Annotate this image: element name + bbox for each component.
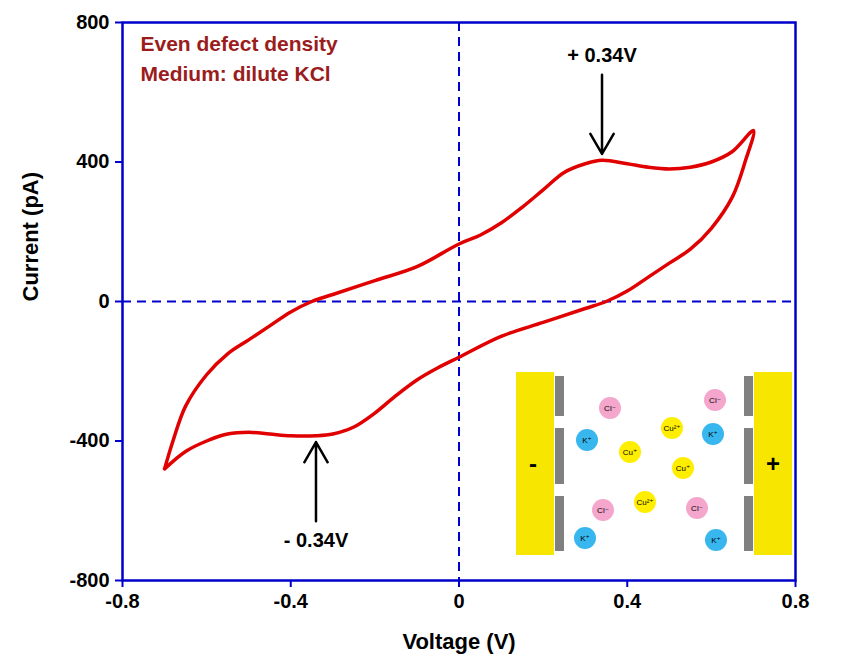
svg-text:+ 0.34V: + 0.34V — [567, 44, 637, 66]
svg-text:K⁺: K⁺ — [582, 436, 592, 445]
svg-text:Even defect density: Even defect density — [141, 32, 339, 55]
svg-text:800: 800 — [76, 11, 109, 33]
svg-text:Voltage (V): Voltage (V) — [402, 629, 515, 654]
svg-text:-800: -800 — [69, 569, 109, 591]
svg-text:0: 0 — [453, 590, 464, 612]
svg-text:K⁺: K⁺ — [708, 430, 718, 439]
svg-text:Cl⁻: Cl⁻ — [604, 404, 616, 413]
svg-text:-0.8: -0.8 — [105, 590, 139, 612]
svg-text:400: 400 — [76, 150, 109, 172]
svg-text:+: + — [766, 450, 780, 477]
svg-text:-400: -400 — [69, 429, 109, 451]
svg-text:-: - — [529, 450, 537, 477]
svg-text:-0.4: -0.4 — [274, 590, 309, 612]
svg-text:Current (pA): Current (pA) — [18, 172, 43, 302]
svg-text:Medium: dilute KCl: Medium: dilute KCl — [141, 62, 331, 85]
svg-text:Cl⁻: Cl⁻ — [597, 506, 609, 515]
svg-text:K⁺: K⁺ — [580, 534, 590, 543]
svg-text:- 0.34V: - 0.34V — [284, 529, 349, 551]
svg-text:0.4: 0.4 — [613, 590, 642, 612]
svg-text:Cl⁻: Cl⁻ — [709, 396, 721, 405]
svg-text:Cu⁺: Cu⁺ — [676, 464, 690, 473]
svg-text:Cu²⁺: Cu²⁺ — [663, 424, 680, 433]
svg-text:Cu⁺: Cu⁺ — [623, 448, 637, 457]
svg-text:0: 0 — [98, 290, 109, 312]
svg-text:Cu²⁺: Cu²⁺ — [636, 498, 653, 507]
svg-text:Cl⁻: Cl⁻ — [691, 504, 703, 513]
svg-text:0.8: 0.8 — [782, 590, 810, 612]
svg-text:K⁺: K⁺ — [711, 536, 721, 545]
